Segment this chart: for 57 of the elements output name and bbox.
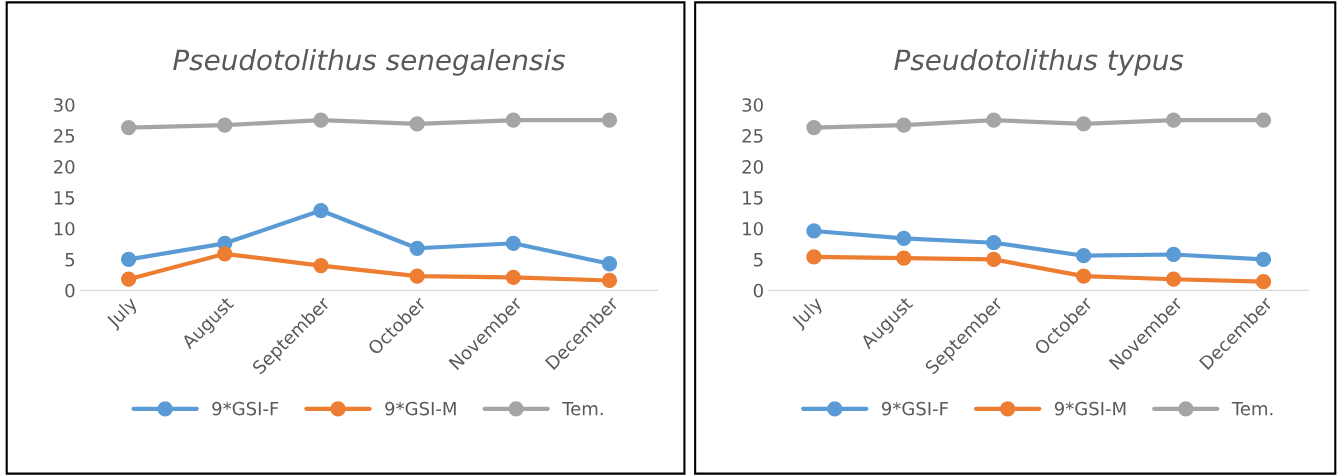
point bbox=[1165, 271, 1182, 287]
point bbox=[120, 271, 137, 287]
point bbox=[1076, 248, 1092, 264]
point bbox=[896, 230, 912, 247]
point bbox=[806, 223, 822, 239]
point bbox=[806, 119, 822, 136]
point bbox=[601, 272, 618, 289]
point bbox=[1255, 274, 1272, 290]
y-tick-label: 25 bbox=[742, 129, 763, 143]
point bbox=[217, 117, 233, 133]
legend-label: 9*GSI-F bbox=[881, 401, 948, 416]
point bbox=[409, 116, 425, 132]
point bbox=[1165, 246, 1182, 263]
y-tick-label: 0 bbox=[65, 283, 75, 298]
legend-label: Tem. bbox=[562, 401, 603, 416]
y-tick-label: 20 bbox=[54, 160, 75, 174]
point bbox=[1076, 268, 1092, 284]
point bbox=[1255, 251, 1272, 268]
y-tick-label: 30 bbox=[54, 98, 75, 112]
point bbox=[120, 251, 137, 268]
point bbox=[505, 112, 521, 128]
point bbox=[896, 117, 912, 133]
y-tick-label: 10 bbox=[54, 221, 75, 236]
point bbox=[313, 112, 329, 128]
legend-label: 9*GSI-M bbox=[385, 401, 456, 416]
point bbox=[313, 257, 329, 274]
point bbox=[1076, 116, 1092, 132]
point bbox=[896, 250, 912, 266]
point bbox=[986, 112, 1002, 128]
point bbox=[601, 112, 618, 128]
y-tick-label: 5 bbox=[754, 253, 763, 267]
chart-title: Pseudotolithus senegalensis bbox=[173, 48, 566, 76]
y-tick-label: 15 bbox=[54, 191, 75, 205]
point bbox=[120, 119, 137, 136]
y-tick-label: 10 bbox=[743, 221, 763, 236]
point bbox=[986, 235, 1002, 251]
point bbox=[1255, 112, 1272, 128]
y-tick-label: 30 bbox=[742, 98, 763, 112]
point bbox=[986, 251, 1002, 268]
y-tick-label: 20 bbox=[742, 160, 763, 174]
point bbox=[217, 246, 233, 262]
point bbox=[313, 202, 329, 219]
legend-label: 9*GSI-M bbox=[1054, 401, 1126, 416]
point bbox=[409, 240, 425, 256]
point bbox=[409, 268, 425, 284]
legend-label: 9*GSI-F bbox=[212, 401, 279, 416]
y-tick-label: 15 bbox=[743, 191, 763, 205]
point bbox=[601, 256, 618, 272]
y-tick-label: 5 bbox=[65, 253, 75, 267]
y-tick-label: 0 bbox=[753, 283, 763, 298]
legend-label: Tem. bbox=[1231, 401, 1273, 416]
point bbox=[1165, 112, 1182, 128]
point bbox=[505, 269, 521, 286]
chart-title: Pseudotolithus typus bbox=[894, 48, 1184, 76]
point bbox=[806, 249, 822, 265]
y-tick-label: 25 bbox=[54, 129, 75, 143]
point bbox=[505, 235, 521, 251]
